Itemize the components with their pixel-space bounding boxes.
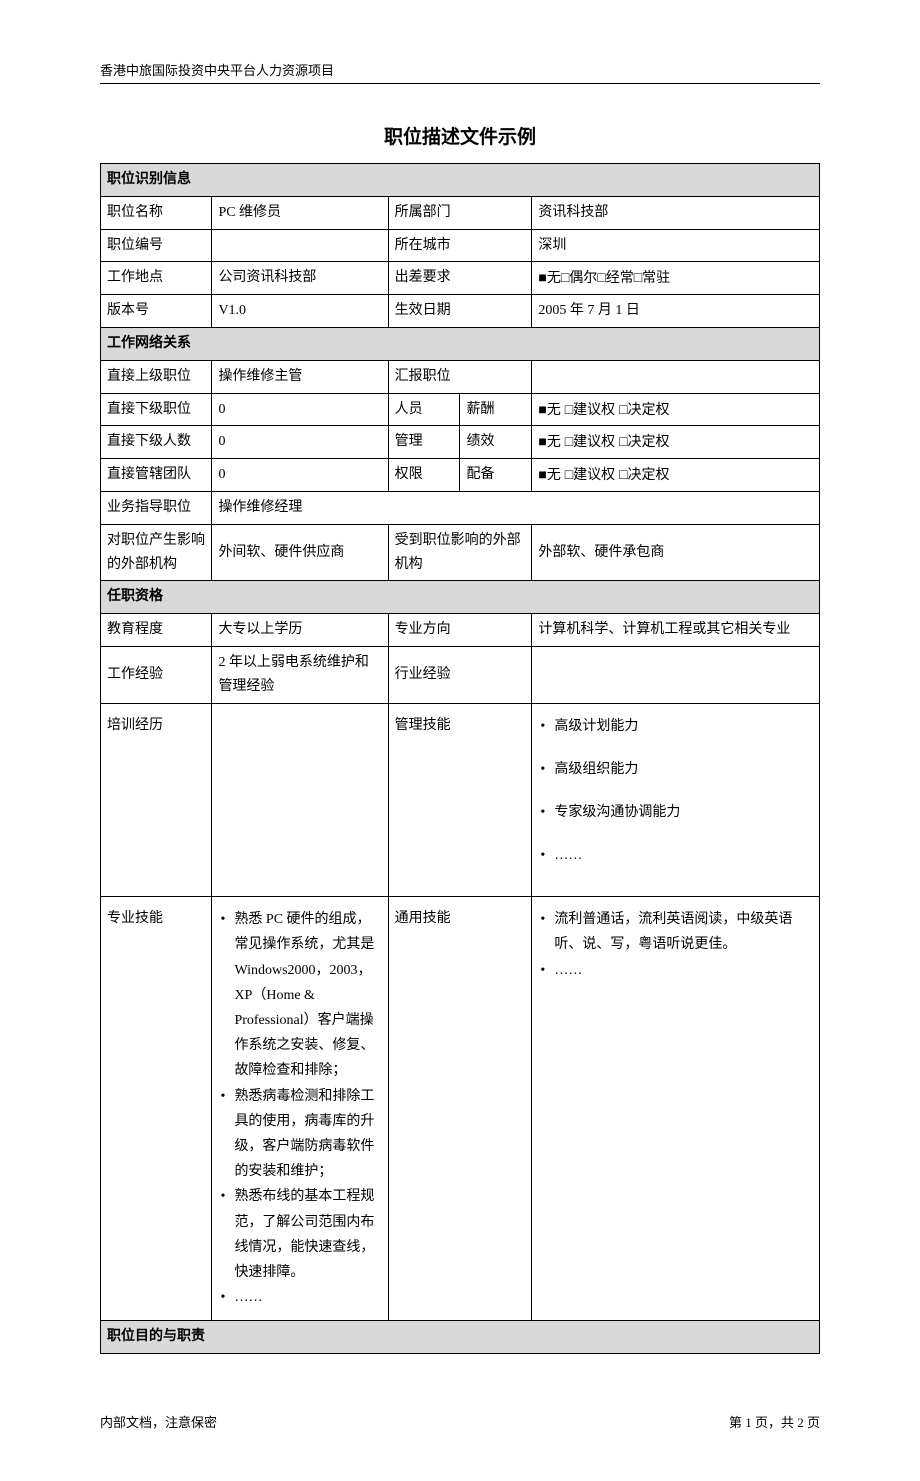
- list-item: 熟悉病毒检测和排除工具的使用，病毒库的升级，客户端防病毒软件的安装和维护；: [218, 1084, 381, 1185]
- label-mgmt-authority: 权限: [388, 459, 460, 492]
- label-supervisor: 直接上级职位: [101, 360, 212, 393]
- value-version: V1.0: [212, 295, 388, 328]
- value-position-name: PC 维修员: [212, 196, 388, 229]
- label-biz-guide: 业务指导职位: [101, 491, 212, 524]
- list-item: ……: [538, 843, 813, 868]
- list-item: ……: [538, 958, 813, 983]
- value-prof-skill: 熟悉 PC 硬件的组成，常见操作系统，尤其是 Windows2000，2003，…: [212, 897, 388, 1321]
- value-report-to: [532, 360, 820, 393]
- label-gen-skill: 通用技能: [388, 897, 532, 1321]
- value-training: [212, 703, 388, 897]
- label-effective-date: 生效日期: [388, 295, 532, 328]
- label-mgmt-personnel: 人员: [388, 393, 460, 426]
- label-training: 培训经历: [101, 703, 212, 897]
- gen-skill-list: 流利普通话，流利英语阅读，中级英语听、说、写，粤语听说更佳。……: [538, 907, 813, 983]
- page-header: 香港中旅国际投资中央平台人力资源项目: [100, 60, 820, 84]
- mgmt-skill-list: 高级计划能力高级组织能力专家级沟通协调能力 ……: [538, 714, 813, 869]
- value-auth-allocation: ■无 □建议权 □决定权: [532, 459, 820, 492]
- section-qualification: 任职资格: [101, 581, 820, 614]
- label-department: 所属部门: [388, 196, 532, 229]
- label-travel: 出差要求: [388, 262, 532, 295]
- value-travel: ■无□偶尔□经常□常驻: [532, 262, 820, 295]
- value-biz-guide: 操作维修经理: [212, 491, 820, 524]
- list-item: 熟悉布线的基本工程规范，了解公司范围内布线情况，能快速查线，快速排障。: [218, 1184, 381, 1285]
- value-city: 深圳: [532, 229, 820, 262]
- value-external-out: 外部软、硬件承包商: [532, 524, 820, 581]
- label-compensation: 薪酬: [460, 393, 532, 426]
- label-prof-skill: 专业技能: [101, 897, 212, 1321]
- value-subordinate-count: 0: [212, 426, 388, 459]
- value-industry-exp: [532, 646, 820, 703]
- value-position-no: [212, 229, 388, 262]
- value-external-in: 外间软、硬件供应商: [212, 524, 388, 581]
- value-team: 0: [212, 459, 388, 492]
- label-subordinate-pos: 直接下级职位: [101, 393, 212, 426]
- footer-right: 第 1 页，共 2 页: [729, 1412, 820, 1431]
- footer-left: 内部文档，注意保密: [100, 1412, 217, 1431]
- value-education: 大专以上学历: [212, 614, 388, 647]
- value-work-exp: 2 年以上弱电系统维护和管理经验: [212, 646, 388, 703]
- list-item: 专家级沟通协调能力: [538, 800, 813, 825]
- label-work-location: 工作地点: [101, 262, 212, 295]
- section-objective: 职位目的与职责: [101, 1321, 820, 1354]
- list-item: 熟悉 PC 硬件的组成，常见操作系统，尤其是 Windows2000，2003，…: [218, 907, 381, 1083]
- label-external-out: 受到职位影响的外部机构: [388, 524, 532, 581]
- label-education: 教育程度: [101, 614, 212, 647]
- list-item: 高级计划能力: [538, 714, 813, 739]
- label-work-exp: 工作经验: [101, 646, 212, 703]
- section-network: 工作网络关系: [101, 327, 820, 360]
- section-id-info: 职位识别信息: [101, 164, 820, 197]
- value-subordinate-pos: 0: [212, 393, 388, 426]
- label-version: 版本号: [101, 295, 212, 328]
- label-position-no: 职位编号: [101, 229, 212, 262]
- label-team: 直接管辖团队: [101, 459, 212, 492]
- value-supervisor: 操作维修主管: [212, 360, 388, 393]
- label-mgmt-skill: 管理技能: [388, 703, 532, 897]
- value-work-location: 公司资讯科技部: [212, 262, 388, 295]
- list-item: ……: [218, 1285, 381, 1310]
- label-external-in: 对职位产生影响的外部机构: [101, 524, 212, 581]
- value-mgmt-skill: 高级计划能力高级组织能力专家级沟通协调能力 ……: [532, 703, 820, 897]
- job-description-table: 职位识别信息 职位名称 PC 维修员 所属部门 资讯科技部 职位编号 所在城市 …: [100, 163, 820, 1354]
- page-footer: 内部文档，注意保密 第 1 页，共 2 页: [100, 1412, 820, 1431]
- value-major: 计算机科学、计算机工程或其它相关专业: [532, 614, 820, 647]
- label-report-to: 汇报职位: [388, 360, 532, 393]
- value-auth-performance: ■无 □建议权 □决定权: [532, 426, 820, 459]
- list-item: 流利普通话，流利英语阅读，中级英语听、说、写，粤语听说更佳。: [538, 907, 813, 957]
- value-effective-date: 2005 年 7 月 1 日: [532, 295, 820, 328]
- label-subordinate-count: 直接下级人数: [101, 426, 212, 459]
- label-city: 所在城市: [388, 229, 532, 262]
- value-auth-compensation: ■无 □建议权 □决定权: [532, 393, 820, 426]
- prof-skill-list: 熟悉 PC 硬件的组成，常见操作系统，尤其是 Windows2000，2003，…: [218, 907, 381, 1310]
- label-major: 专业方向: [388, 614, 532, 647]
- label-mgmt-manage: 管理: [388, 426, 460, 459]
- label-performance: 绩效: [460, 426, 532, 459]
- value-department: 资讯科技部: [532, 196, 820, 229]
- list-item: 高级组织能力: [538, 757, 813, 782]
- value-gen-skill: 流利普通话，流利英语阅读，中级英语听、说、写，粤语听说更佳。……: [532, 897, 820, 1321]
- label-position-name: 职位名称: [101, 196, 212, 229]
- page-title: 职位描述文件示例: [100, 122, 820, 149]
- label-allocation: 配备: [460, 459, 532, 492]
- label-industry-exp: 行业经验: [388, 646, 532, 703]
